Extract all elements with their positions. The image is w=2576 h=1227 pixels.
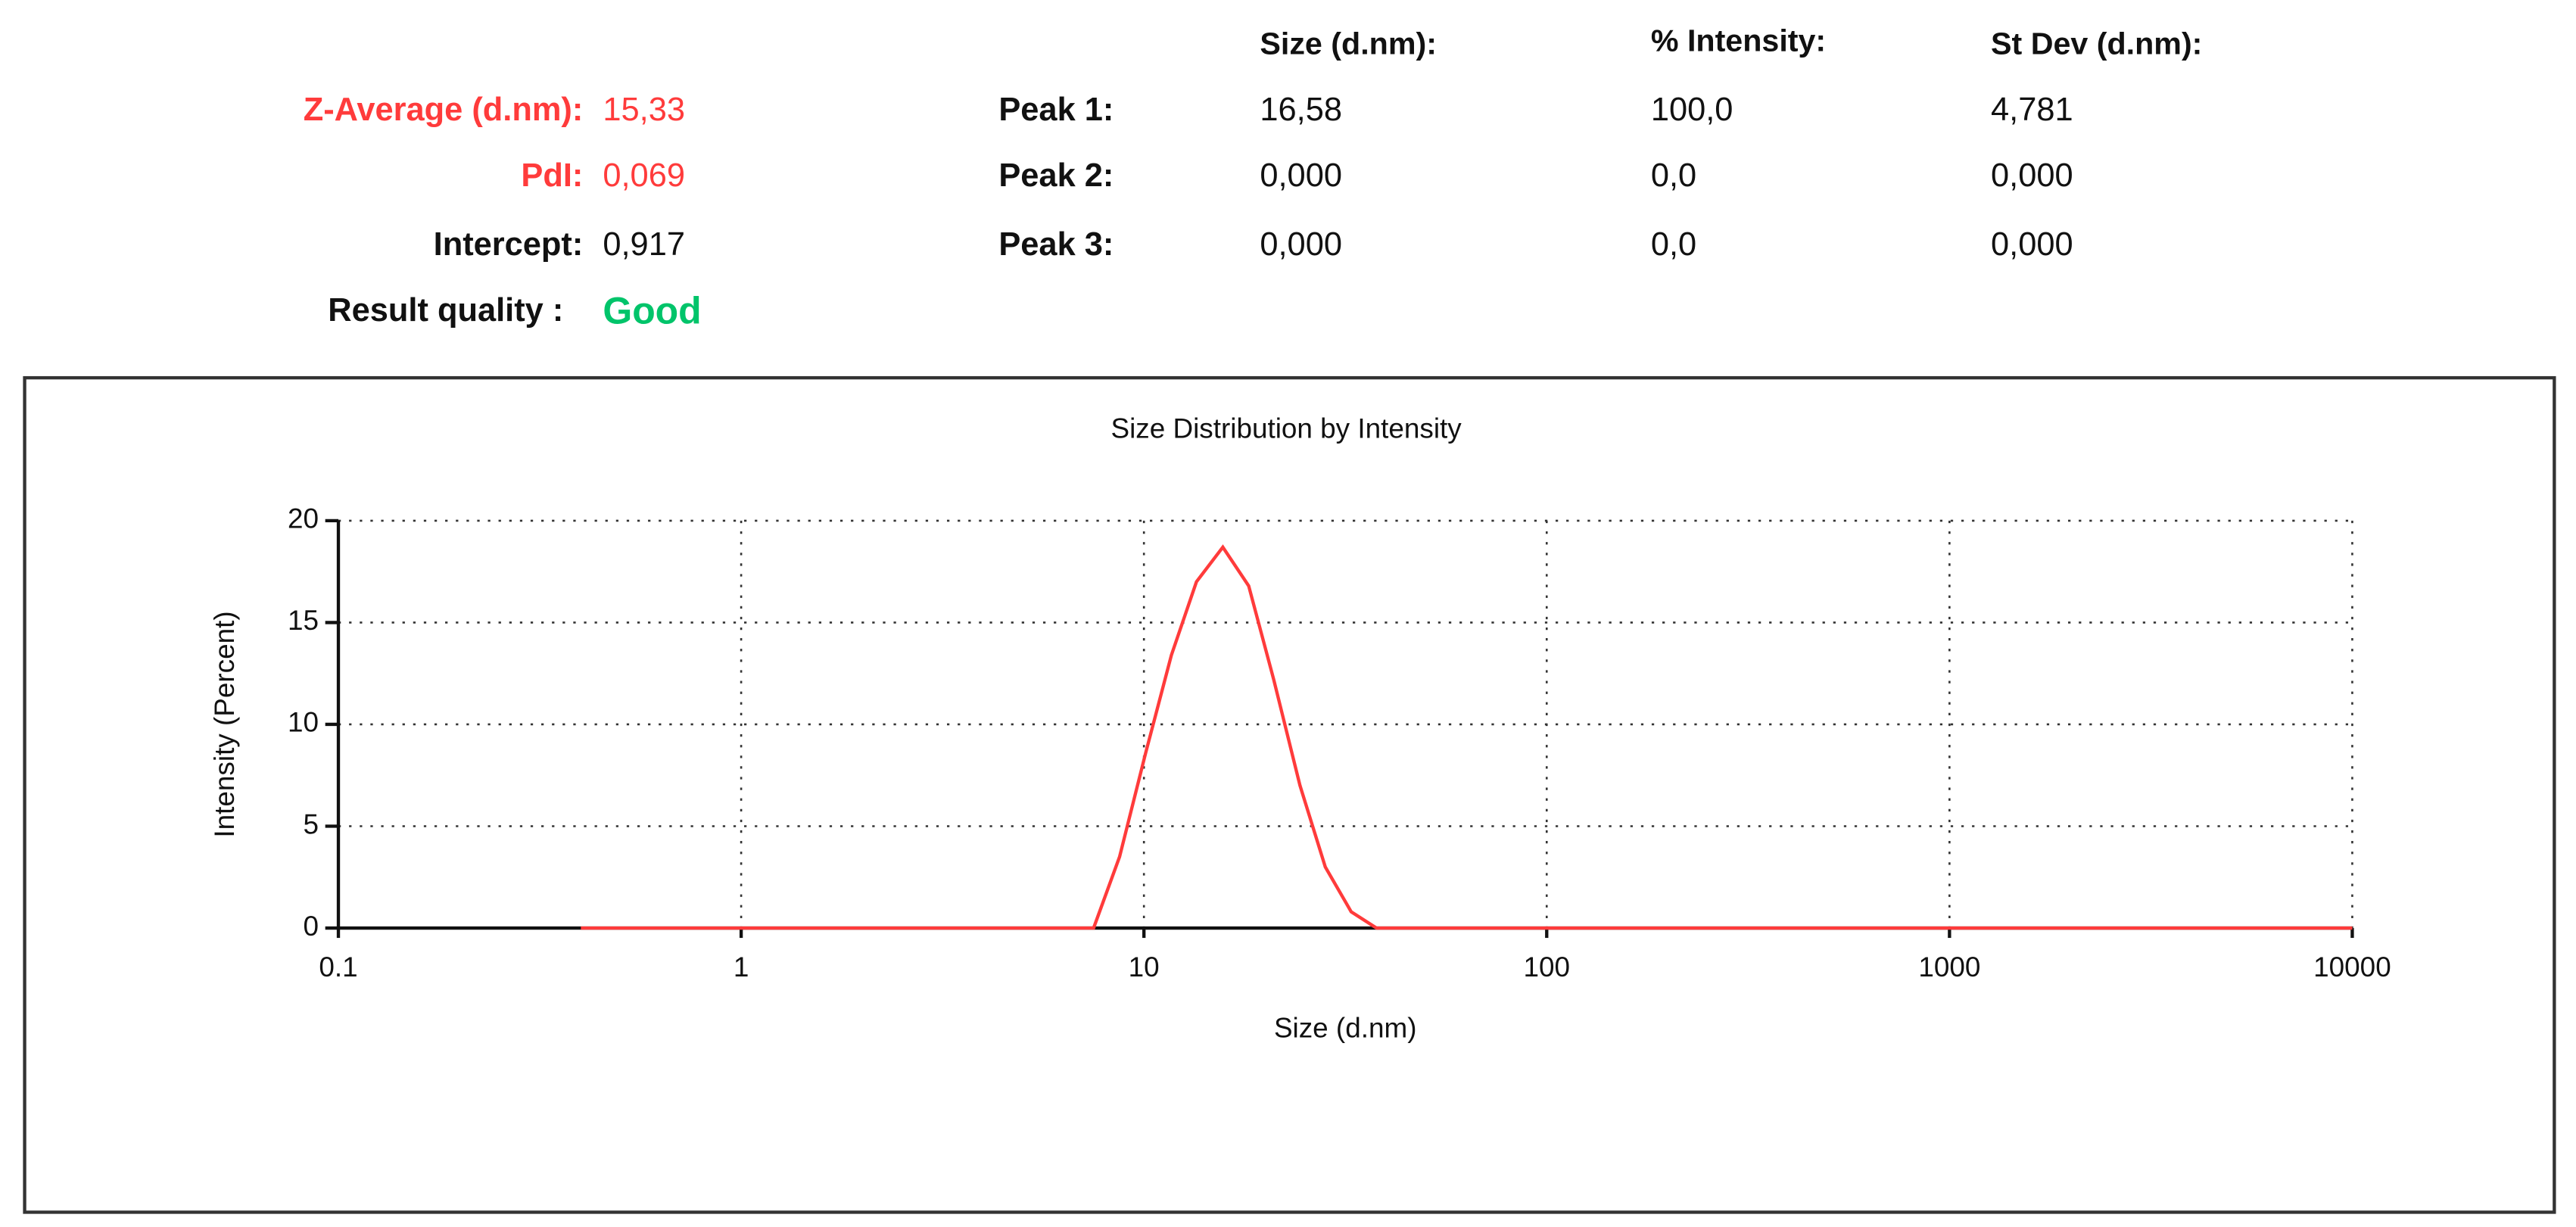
summary-label: Result quality : bbox=[328, 292, 563, 329]
x-tick-label: 10 bbox=[1129, 951, 1160, 983]
peak-table: Peak 1: 16,58 100,0 4,781 Peak 2: 0,000 0,0 0,0… bbox=[998, 92, 2073, 263]
summary-value: 15,33 bbox=[603, 92, 685, 128]
peak-value: 0,000 bbox=[1260, 157, 1342, 194]
chart-frame bbox=[23, 375, 2556, 1214]
peak-header: Size (d.nm): bbox=[1260, 26, 1437, 61]
plot: 0 5 10 15 20 0.1 1 10 100 1000 10000 bbox=[288, 503, 2391, 983]
peak-value: 16,58 bbox=[1260, 92, 1342, 128]
peak-value: 0,000 bbox=[1991, 157, 2073, 194]
peak-header: % Intensity: bbox=[1651, 23, 1826, 58]
y-tick-label: 20 bbox=[288, 503, 319, 534]
x-tick-label: 10000 bbox=[2313, 951, 2391, 983]
chart-title: Size Distribution by Intensity bbox=[1111, 413, 1462, 444]
peak-value: 100,0 bbox=[1651, 92, 1733, 128]
summary-label: Intercept: bbox=[434, 226, 584, 263]
peak-label: Peak 2: bbox=[998, 157, 1114, 194]
peak-label: Peak 3: bbox=[998, 226, 1114, 263]
summary-label: PdI: bbox=[521, 157, 583, 194]
x-axis-label: Size (d.nm) bbox=[1274, 1012, 1417, 1043]
x-tick-label: 100 bbox=[1524, 951, 1571, 983]
peak-value: 0,000 bbox=[1991, 226, 2073, 263]
peak-value: 0,0 bbox=[1651, 226, 1696, 263]
summary-label: Z-Average (d.nm): bbox=[304, 92, 584, 128]
y-tick-label: 0 bbox=[303, 911, 319, 942]
x-tick-label: 1 bbox=[734, 951, 749, 983]
summary-value: 0,917 bbox=[603, 226, 685, 263]
y-tick-label: 10 bbox=[288, 707, 319, 738]
summary-value: Good bbox=[603, 290, 701, 332]
data-line bbox=[581, 544, 2353, 930]
report-body: Z-Average (d.nm): 15,33 PdI: 0,069 Inter… bbox=[23, 23, 2556, 1214]
peak-label: Peak 1: bbox=[998, 92, 1114, 128]
x-tick-label: 0.1 bbox=[319, 951, 357, 983]
y-tick-label: 15 bbox=[288, 605, 319, 636]
y-tick-label: 5 bbox=[303, 808, 319, 839]
peak-value: 0,000 bbox=[1260, 226, 1342, 263]
peak-header: St Dev (d.nm): bbox=[1991, 26, 2202, 61]
peak-value: 0,0 bbox=[1651, 157, 1696, 194]
peak-value: 4,781 bbox=[1991, 92, 2073, 128]
y-axis-label: Intensity (Percent) bbox=[209, 611, 240, 837]
x-tick-label: 1000 bbox=[1918, 951, 1980, 983]
summary-value: 0,069 bbox=[603, 157, 685, 194]
